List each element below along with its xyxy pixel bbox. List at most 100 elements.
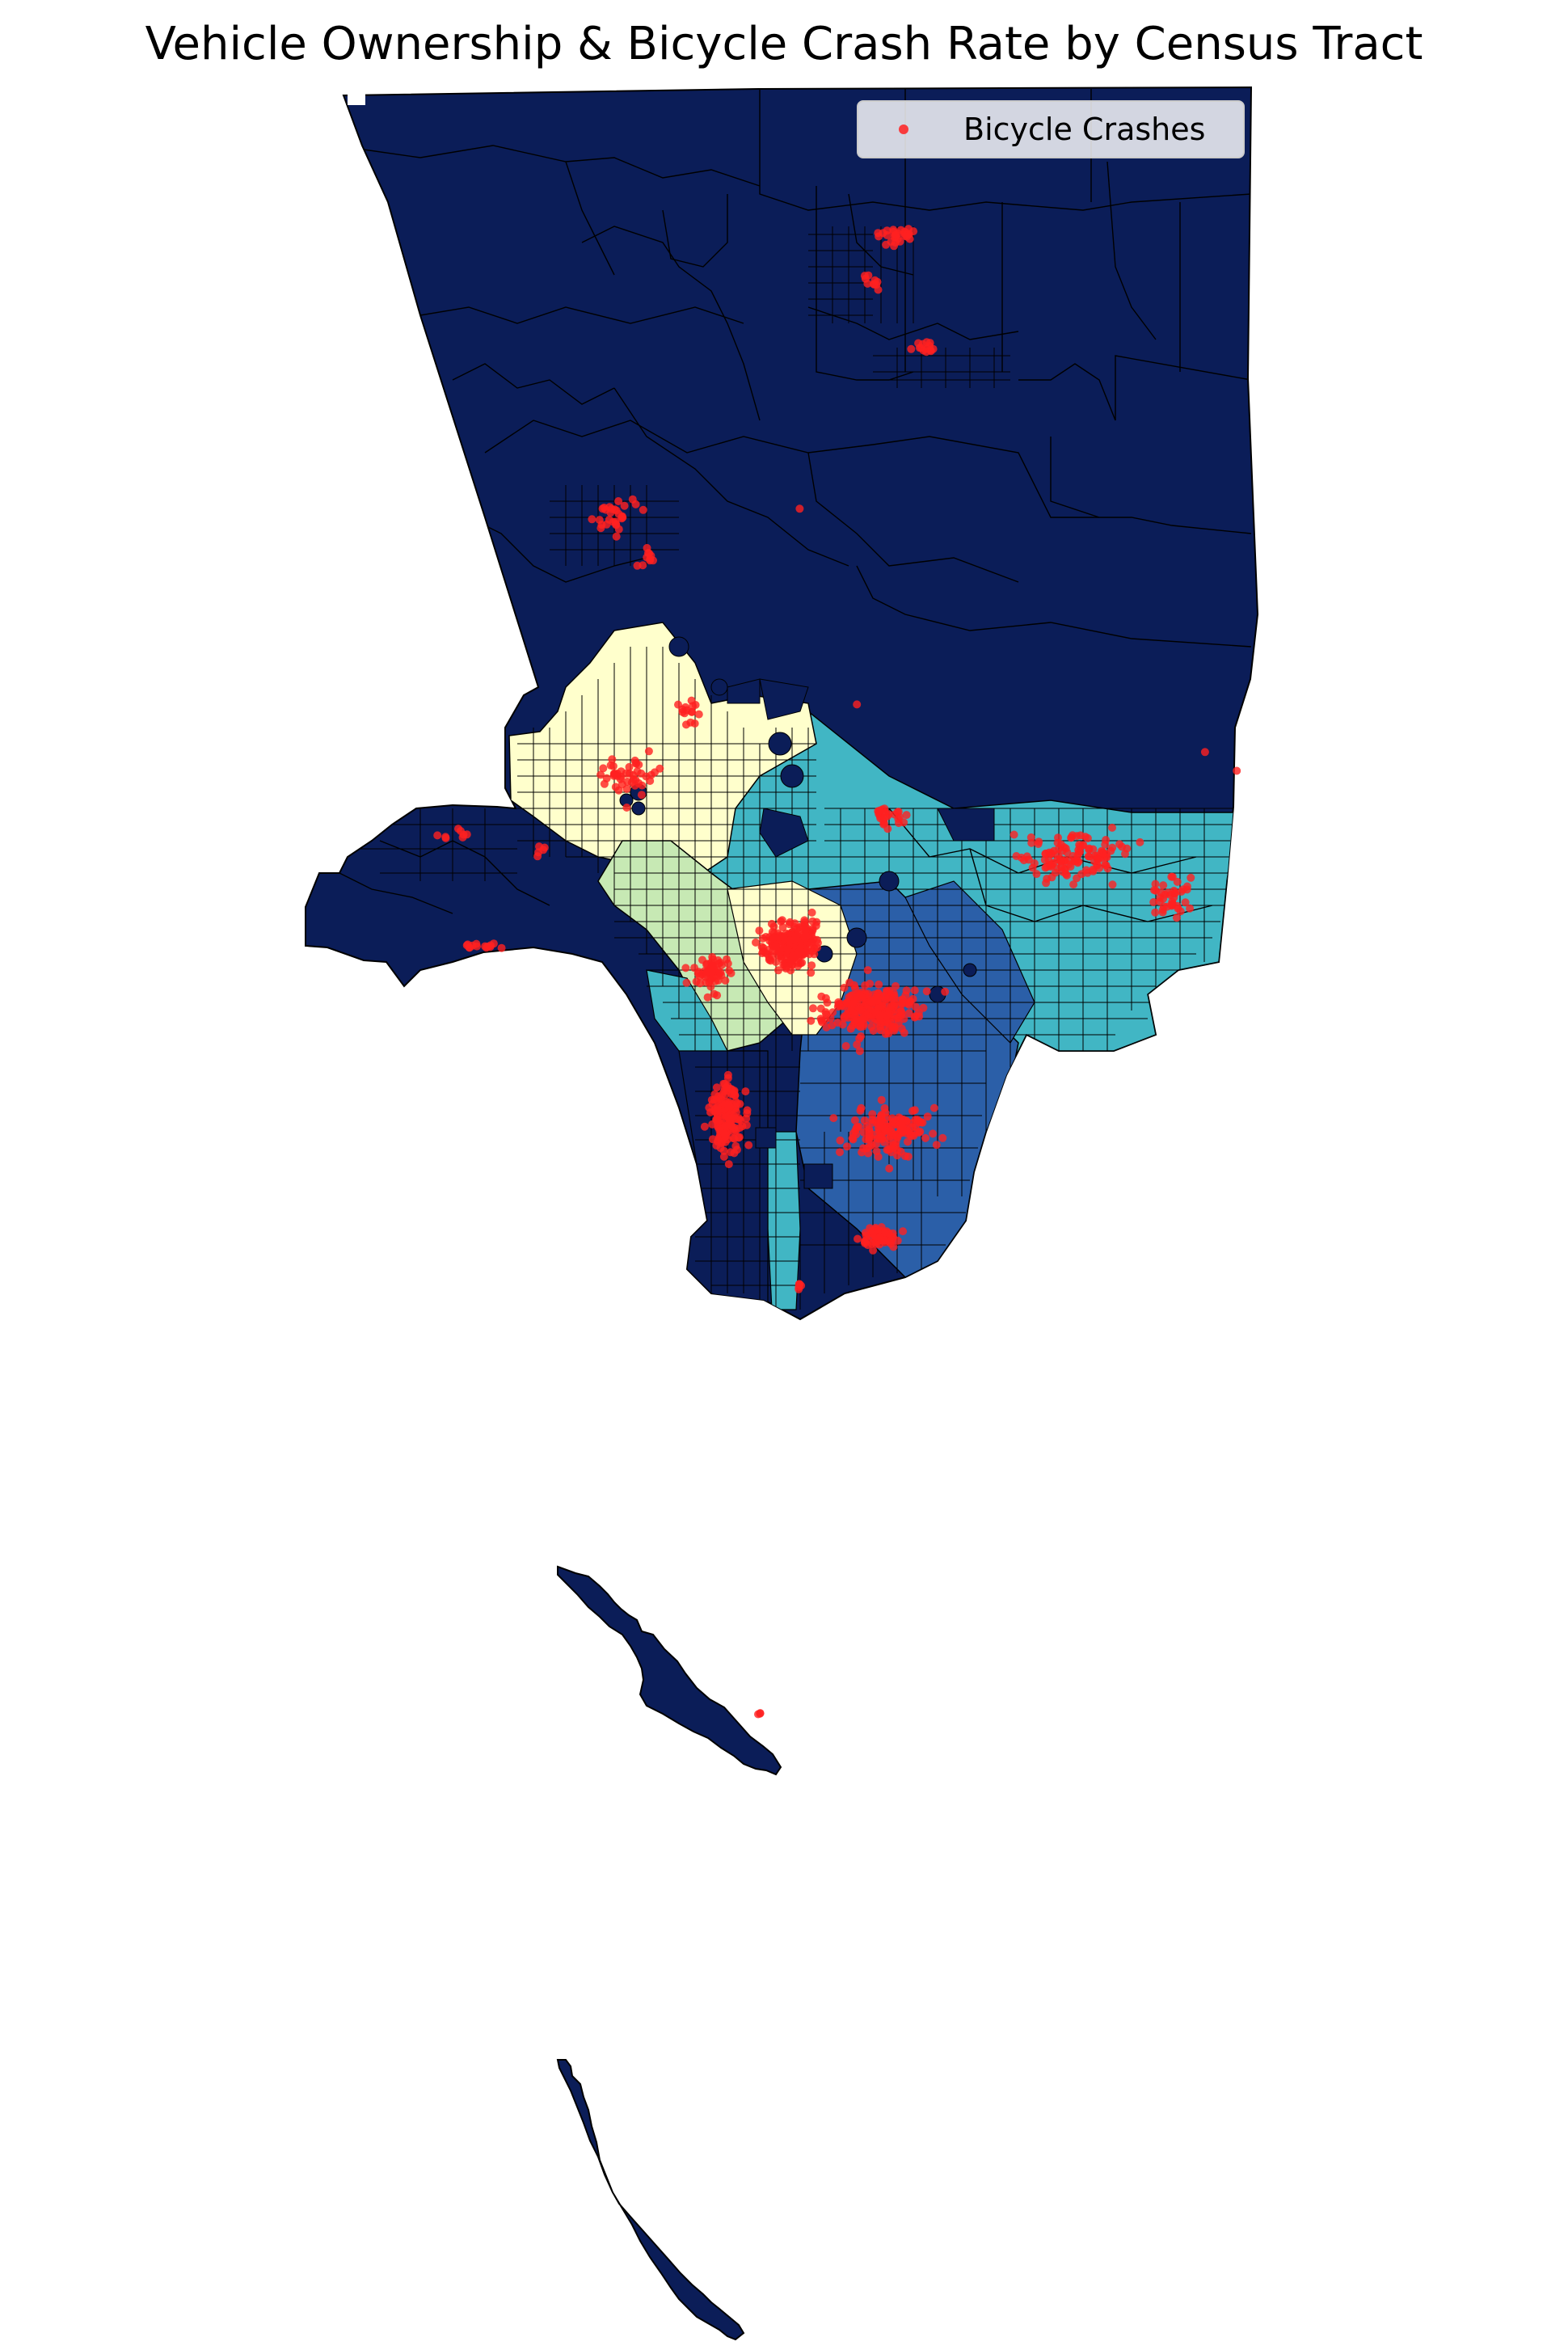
crash-point xyxy=(1108,880,1117,889)
crash-point xyxy=(1053,838,1062,847)
crash-point xyxy=(1089,867,1098,875)
crash-point xyxy=(1158,908,1167,917)
crash-point xyxy=(724,1160,733,1169)
crash-point xyxy=(840,983,849,992)
crash-point xyxy=(919,346,928,355)
crash-point xyxy=(895,1121,904,1130)
crash-point xyxy=(812,935,821,944)
crash-point xyxy=(853,1040,862,1049)
crash-point xyxy=(700,1122,709,1131)
crash-point xyxy=(639,505,647,514)
crash-point xyxy=(1017,854,1026,862)
crash-point xyxy=(881,1228,890,1237)
crash-point xyxy=(489,939,498,948)
crash-point xyxy=(849,981,858,989)
crash-point xyxy=(782,962,790,971)
crash-point xyxy=(880,1103,889,1112)
crash-point xyxy=(871,1008,880,1017)
crash-point xyxy=(899,1115,908,1124)
crash-point xyxy=(874,1153,883,1161)
crash-point xyxy=(875,1233,884,1242)
crash-point xyxy=(850,1010,859,1018)
crash-point xyxy=(800,916,809,925)
crash-point xyxy=(902,811,911,820)
crash-point xyxy=(715,1126,724,1135)
crash-point xyxy=(929,1129,938,1138)
crash-point xyxy=(738,1122,747,1131)
mainland-tracts xyxy=(305,86,1259,1321)
crash-point xyxy=(1149,898,1158,906)
crash-point xyxy=(774,966,782,975)
crash-point xyxy=(869,1246,878,1255)
bicycle-crash-points xyxy=(433,225,1241,1719)
crash-point xyxy=(1172,913,1181,922)
crash-point xyxy=(601,505,610,514)
crash-point xyxy=(852,1124,861,1133)
crash-point xyxy=(847,1000,856,1009)
crash-point xyxy=(693,969,702,978)
crash-point xyxy=(792,925,801,934)
crash-point xyxy=(836,1148,844,1157)
crash-point xyxy=(783,945,792,954)
crash-point xyxy=(836,1136,845,1145)
crash-point xyxy=(694,710,703,719)
crash-point xyxy=(894,229,903,238)
crash-point xyxy=(743,1106,752,1115)
crash-point xyxy=(883,1145,891,1154)
crash-point xyxy=(1171,888,1179,897)
crash-point xyxy=(692,977,701,986)
crash-point xyxy=(741,1087,750,1096)
crash-point xyxy=(932,1141,941,1150)
crash-point xyxy=(602,520,611,529)
crash-point xyxy=(833,1019,842,1027)
crash-point xyxy=(921,1133,929,1142)
crash-point xyxy=(730,1149,739,1158)
crash-point xyxy=(1136,837,1144,846)
crash-point xyxy=(719,1152,728,1161)
crash-point xyxy=(774,933,783,942)
crash-point xyxy=(790,935,799,944)
crash-point xyxy=(708,952,717,961)
crash-point xyxy=(651,768,659,777)
crash-point xyxy=(866,1015,875,1023)
crash-point xyxy=(874,285,883,294)
crash-point xyxy=(712,1083,721,1092)
crash-point xyxy=(618,513,626,521)
crash-point xyxy=(1058,846,1067,855)
crash-point xyxy=(888,1129,897,1137)
crash-point xyxy=(877,1095,886,1104)
crash-point xyxy=(904,1152,913,1161)
crash-point xyxy=(1066,863,1075,871)
crash-point xyxy=(789,951,798,960)
crash-point xyxy=(805,950,814,959)
crash-point xyxy=(807,961,816,970)
crash-point xyxy=(887,1023,896,1032)
legend: Bicycle Crashes xyxy=(857,100,1245,158)
crash-point xyxy=(869,1027,878,1035)
crash-point xyxy=(1084,852,1093,861)
crash-point xyxy=(681,964,690,972)
crash-point xyxy=(639,561,647,570)
crash-point xyxy=(599,764,608,773)
crash-point xyxy=(1157,888,1165,897)
crash-point xyxy=(727,968,736,977)
legend-label: Bicycle Crashes xyxy=(963,112,1206,147)
crash-point xyxy=(608,755,617,764)
crash-point xyxy=(856,1106,865,1115)
crash-point xyxy=(860,1238,869,1247)
crash-point xyxy=(855,1047,864,1056)
crash-point xyxy=(1102,836,1111,844)
crash-point xyxy=(795,948,803,956)
crash-point xyxy=(433,831,442,840)
crash-point xyxy=(1034,840,1043,848)
crash-point xyxy=(811,922,820,930)
crash-point xyxy=(1010,830,1018,839)
crash-point xyxy=(637,791,646,800)
crash-point xyxy=(1151,880,1160,888)
crash-point xyxy=(682,978,691,987)
crash-point xyxy=(702,968,711,977)
crash-point xyxy=(612,532,621,541)
crash-point xyxy=(809,1004,817,1013)
crash-point xyxy=(861,274,870,283)
crash-point xyxy=(628,495,637,504)
